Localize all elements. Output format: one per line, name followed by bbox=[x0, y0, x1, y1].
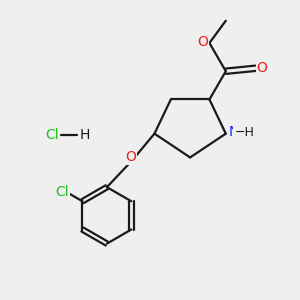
Text: −H: −H bbox=[234, 126, 254, 139]
Text: O: O bbox=[125, 150, 136, 164]
Text: N: N bbox=[229, 125, 239, 139]
Text: O: O bbox=[256, 61, 268, 75]
Text: O: O bbox=[197, 35, 208, 50]
Text: Cl: Cl bbox=[55, 184, 69, 199]
Text: Cl: Cl bbox=[45, 128, 59, 142]
Text: H: H bbox=[80, 128, 90, 142]
